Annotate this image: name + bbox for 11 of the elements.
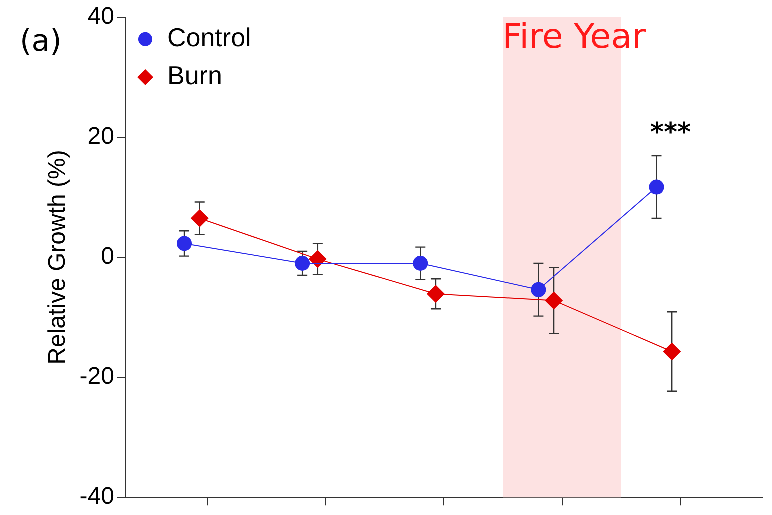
y-tick-label: 0: [101, 243, 114, 270]
annotation: ***: [650, 118, 692, 148]
legend-label: Burn: [167, 60, 222, 91]
y-tick-label: -20: [80, 363, 114, 390]
text: (a): [20, 24, 62, 60]
legend-label: Control: [167, 22, 252, 53]
y-tick-label: -40: [80, 483, 114, 510]
y-tick-label: 40: [88, 3, 114, 30]
y-axis-title: Relative Growth (%): [44, 150, 72, 365]
annotation: Fire Year: [502, 17, 646, 58]
y-tick-label: 20: [88, 123, 114, 150]
